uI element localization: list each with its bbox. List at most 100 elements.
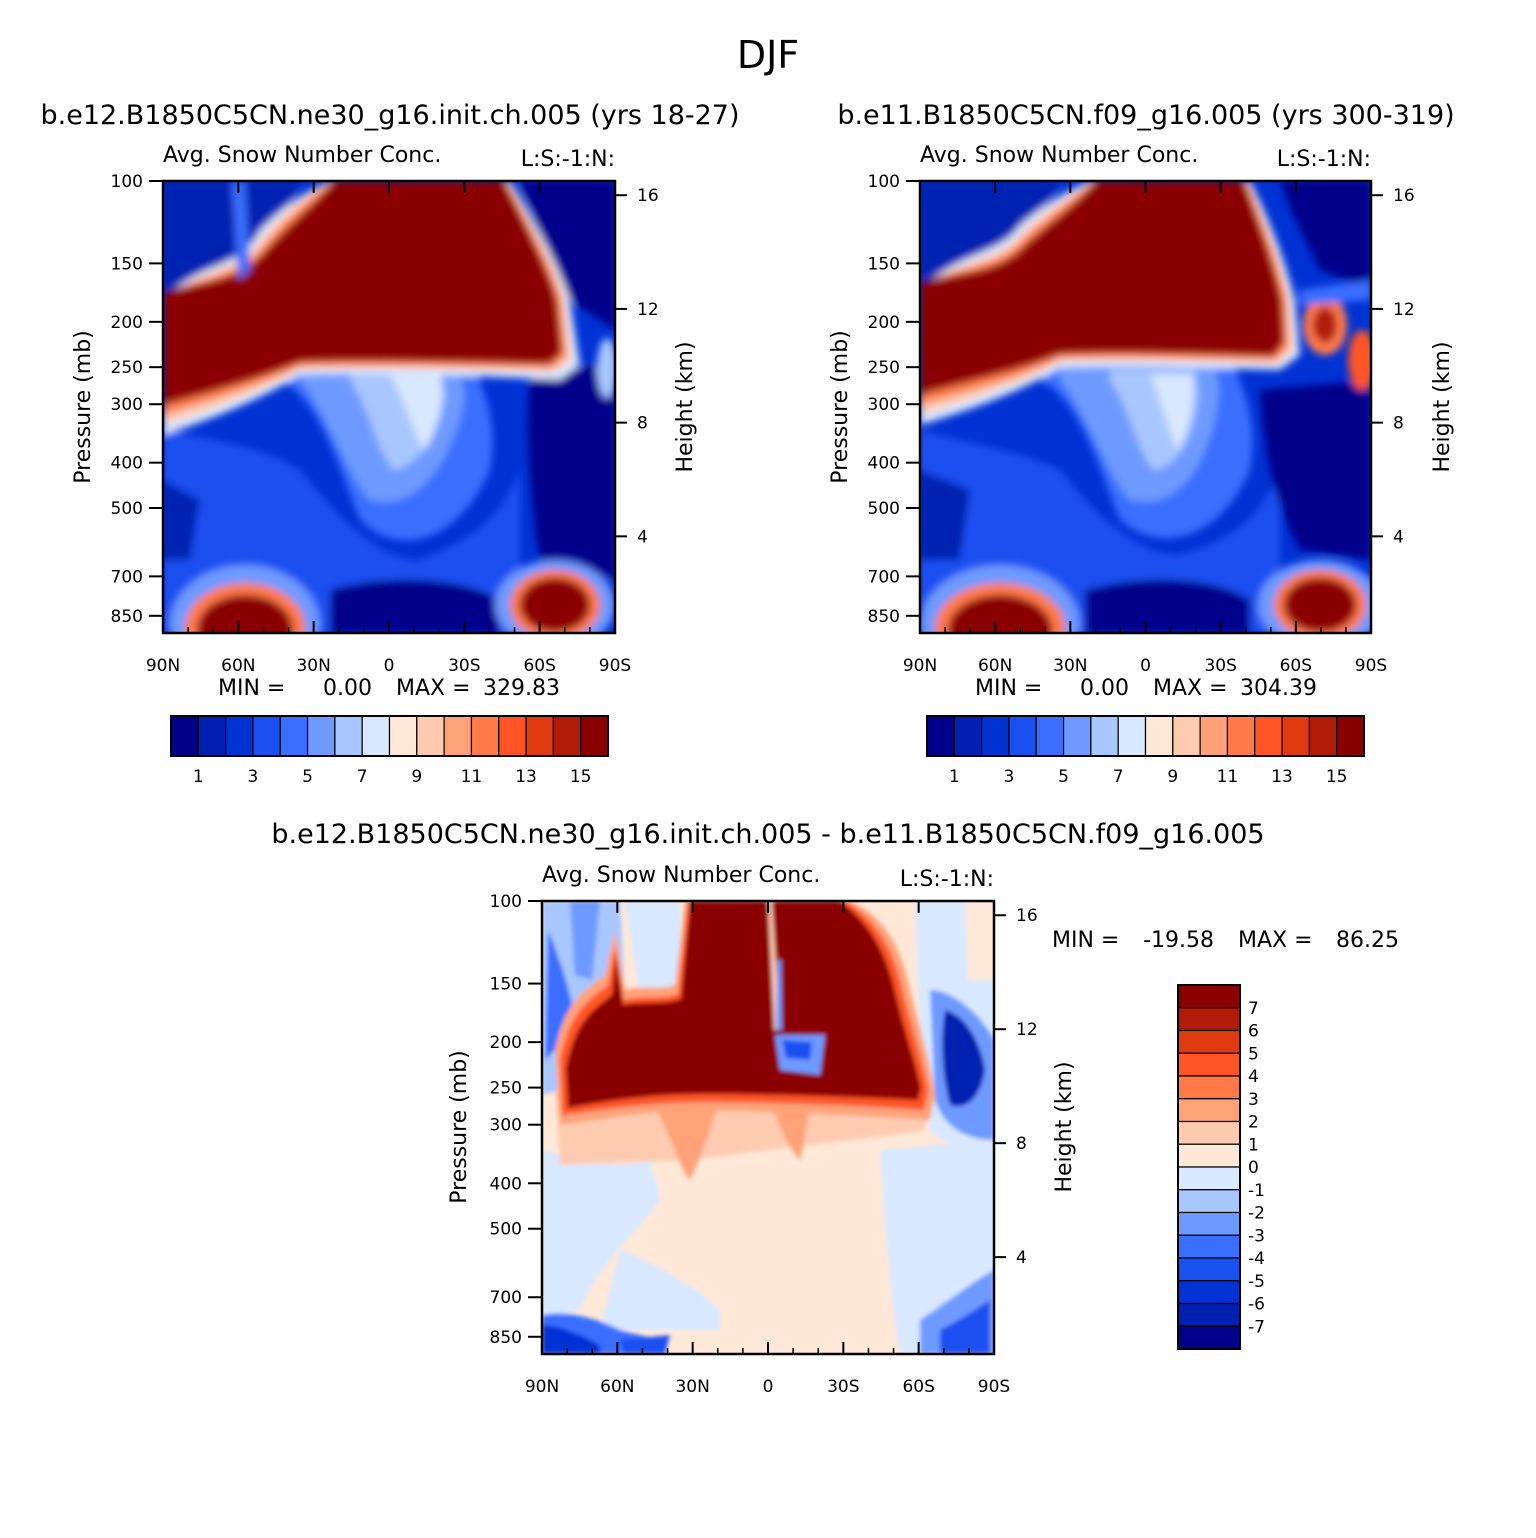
colorbar-label: 5 — [1248, 1044, 1259, 1064]
y-tick-label: 500 — [868, 499, 900, 519]
y-tick-label: 250 — [868, 358, 900, 378]
colorbar-label: 5 — [1058, 767, 1069, 787]
x-tick-label: 90S — [1355, 656, 1387, 676]
y-label-right-bottom: Height (km) — [1052, 1061, 1077, 1192]
case-title-top-left: b.e12.B1850C5CN.ne30_g16.init.ch.005 (yr… — [40, 100, 739, 131]
colorbar-box — [1254, 715, 1283, 757]
colorbar-frame — [1177, 984, 1241, 1350]
panel-top-right: b.e11.B1850C5CN.f09_g16.005 (yrs 300-319… — [828, 100, 1455, 787]
colorbar-label: -4 — [1248, 1249, 1265, 1269]
y-right-tick-label: 4 — [1393, 527, 1404, 547]
colorbar-box — [1172, 715, 1201, 757]
min-value-top-left: 0.00 — [323, 676, 372, 701]
colorbar-box — [1144, 715, 1174, 757]
colorbar-label: 3 — [248, 767, 259, 787]
heatmap-field-top-left — [163, 181, 615, 633]
x-tick-label: 30S — [827, 1377, 859, 1397]
y-tick-label: 150 — [111, 254, 143, 274]
y-tick-label: 100 — [111, 172, 143, 192]
colorbar-box — [334, 715, 363, 757]
y-right-tick-label: 16 — [637, 186, 659, 206]
colorbar-frame — [170, 715, 609, 757]
y-tick-label: 200 — [111, 313, 143, 333]
y-tick-label: 850 — [490, 1328, 522, 1348]
heatmap-field-bottom — [542, 901, 994, 1354]
min-label-bottom: MIN = — [1052, 928, 1119, 953]
x-tick-label: 60S — [523, 656, 555, 676]
x-tick-label: 30N — [675, 1377, 709, 1397]
x-tick-label: 30N — [296, 656, 330, 676]
colorbar-label: 15 — [1326, 767, 1348, 787]
x-tick-label: 0 — [384, 656, 395, 676]
case-title-top-right: b.e11.B1850C5CN.f09_g16.005 (yrs 300-319… — [837, 100, 1454, 131]
x-tick-label: 30N — [1053, 656, 1087, 676]
colorbar-top-left: 1 3 5 7 9 11 13 15 — [170, 715, 609, 787]
colorbar-box — [580, 715, 609, 757]
colorbar-label: 4 — [1248, 1067, 1259, 1087]
colorbar-box — [225, 715, 254, 757]
colorbar-box — [197, 715, 227, 757]
colorbar-box — [1177, 984, 1241, 1009]
colorbar-box — [1008, 715, 1037, 757]
max-label-top-right: MAX = — [1153, 676, 1228, 701]
x-tick-label: 0 — [763, 1377, 774, 1397]
min-value-top-right: 0.00 — [1080, 676, 1129, 701]
colorbar-label: 6 — [1248, 1022, 1259, 1042]
colorbar-label: -2 — [1248, 1204, 1265, 1224]
y-tick-label: 200 — [868, 313, 900, 333]
y-tick-label: 250 — [111, 358, 143, 378]
colorbar-box — [1177, 1234, 1241, 1259]
colorbar-label: 11 — [1217, 767, 1239, 787]
x-tick-label: 90N — [146, 656, 180, 676]
max-value-top-left: 329.83 — [483, 676, 560, 701]
max-value-top-right: 304.39 — [1240, 676, 1317, 701]
colorbar-label: 5 — [302, 767, 313, 787]
colorbar-box — [1062, 715, 1092, 757]
colorbar-label: 3 — [1248, 1090, 1259, 1110]
colorbar-box — [1308, 715, 1338, 757]
colorbar-label: 7 — [1113, 767, 1124, 787]
y-right-tick-label: 12 — [637, 300, 659, 320]
y-label-right-top-right: Height (km) — [1430, 341, 1455, 472]
units-bottom: L:S:-1:N: — [900, 867, 994, 892]
colorbar-label: 1 — [949, 767, 960, 787]
colorbar-box — [470, 715, 500, 757]
colorbar-box — [1177, 1211, 1241, 1236]
colorbar-label: 13 — [515, 767, 537, 787]
y-tick-label: 300 — [490, 1116, 522, 1136]
max-label-top-left: MAX = — [396, 676, 471, 701]
colorbar-box — [1226, 715, 1256, 757]
min-label-top-right: MIN = — [975, 676, 1042, 701]
colorbar-box — [1177, 1052, 1241, 1077]
y-label-top-left: Pressure (mb) — [71, 330, 96, 484]
colorbar-box — [1177, 1302, 1241, 1327]
panel-top-left: b.e12.B1850C5CN.ne30_g16.init.ch.005 (yr… — [40, 100, 739, 787]
colorbar-box — [498, 715, 527, 757]
colorbar-box — [1199, 715, 1229, 757]
y-tick-label: 500 — [490, 1220, 522, 1240]
units-top-right: L:S:-1:N: — [1277, 147, 1371, 172]
y-label-right-top-left: Height (km) — [673, 341, 698, 472]
y-tick-label: 100 — [490, 892, 522, 912]
y-right-tick-label: 8 — [1393, 414, 1404, 434]
y-right-tick-label: 12 — [1016, 1020, 1038, 1040]
x-tick-label: 90N — [525, 1377, 559, 1397]
colorbar-box — [1177, 1007, 1241, 1032]
colorbar-box — [1281, 715, 1310, 757]
y-tick-label: 300 — [111, 395, 143, 415]
colorbar-box — [306, 715, 336, 757]
colorbar-box — [981, 715, 1010, 757]
colorbar-box — [1177, 1120, 1241, 1145]
y-right-tick-label: 8 — [637, 414, 648, 434]
colorbar-label: -3 — [1248, 1226, 1265, 1246]
max-value-bottom: 86.25 — [1336, 928, 1399, 953]
y-tick-label: 700 — [111, 567, 143, 587]
colorbar-box — [1177, 1075, 1241, 1100]
colorbar-label: 7 — [1248, 999, 1259, 1019]
colorbar-label: -5 — [1248, 1272, 1265, 1292]
heatmap-field-top-right — [920, 181, 1371, 633]
colorbar-box — [361, 715, 391, 757]
y-label-bottom: Pressure (mb) — [447, 1050, 472, 1204]
y-right-tick-label: 16 — [1016, 906, 1038, 926]
